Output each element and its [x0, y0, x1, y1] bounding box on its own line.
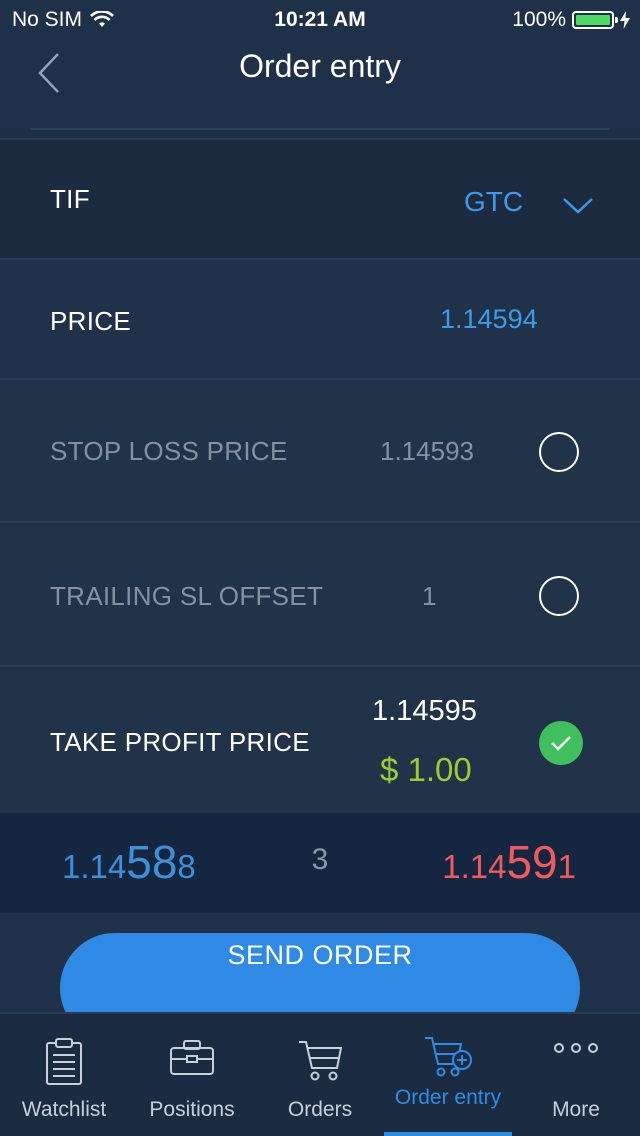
tab-label: Orders: [287, 1098, 353, 1121]
active-tab-indicator: [384, 1132, 512, 1136]
tab-label: Watchlist: [21, 1098, 107, 1121]
status-time: 10:21 AM: [274, 8, 366, 31]
trailing-sl-label: TRAILING SL OFFSET: [50, 581, 324, 611]
tif-row[interactable]: TIF GTC: [0, 138, 640, 260]
cart-add-icon: [425, 1037, 472, 1077]
tif-value[interactable]: GTC: [464, 186, 524, 217]
take-profit-toggle[interactable]: [539, 721, 583, 765]
wifi-icon: [90, 11, 114, 27]
take-profit-label: TAKE PROFIT PRICE: [50, 727, 310, 757]
divider: [30, 128, 610, 130]
send-order-button[interactable]: SEND ORDER: [60, 933, 580, 1013]
ask-big-digits: 59: [506, 836, 558, 888]
ask-suffix: 1: [557, 848, 576, 885]
ask-prefix: 1.14: [442, 848, 507, 885]
chevron-left-icon: [38, 53, 59, 93]
page-title: Order entry: [239, 48, 401, 84]
tab-label: Positions: [149, 1098, 235, 1121]
price-row[interactable]: PRICE 1.14594: [0, 258, 640, 380]
trailing-sl-row[interactable]: TRAILING SL OFFSET 1: [0, 521, 640, 667]
take-profit-row[interactable]: TAKE PROFIT PRICE 1.14595 $ 1.00: [0, 665, 640, 813]
checkmark-icon: [551, 736, 571, 751]
spread-value: 3: [311, 843, 329, 876]
tab-order-entry[interactable]: Order entry: [384, 1014, 512, 1136]
tif-label: TIF: [50, 184, 90, 214]
status-bar: No SIM 10:21 AM 100%: [0, 0, 640, 40]
stop-loss-label: STOP LOSS PRICE: [50, 436, 288, 466]
bid-price[interactable]: 1.14588: [62, 835, 196, 889]
stop-loss-row[interactable]: STOP LOSS PRICE 1.14593: [0, 378, 640, 523]
bid-suffix: 8: [177, 848, 196, 885]
battery-percent: 100%: [512, 8, 566, 31]
charging-icon: [620, 11, 630, 29]
stop-loss-toggle[interactable]: [539, 432, 579, 472]
tab-orders[interactable]: Orders: [256, 1014, 384, 1136]
price-value[interactable]: 1.14594: [440, 304, 538, 334]
bid-prefix: 1.14: [62, 848, 127, 885]
ask-price[interactable]: 1.14591: [442, 835, 576, 889]
tab-bar: Watchlist Positions Orders: [0, 1012, 640, 1136]
trailing-sl-value[interactable]: 1: [422, 581, 437, 611]
nav-bar: Order entry: [0, 40, 640, 128]
tab-label: More: [552, 1098, 600, 1121]
send-order-label: SEND ORDER: [227, 940, 413, 970]
tab-label: Order entry: [394, 1086, 502, 1109]
bid-big-digits: 58: [126, 836, 178, 888]
quote-bar: 1.14588 3 1.14591: [0, 813, 640, 913]
back-button[interactable]: [36, 50, 76, 94]
chevron-down-icon[interactable]: [562, 196, 594, 216]
take-profit-value[interactable]: 1.14595: [372, 695, 477, 727]
battery-icon: [572, 11, 618, 29]
cart-icon: [299, 1041, 343, 1081]
take-profit-amount: $ 1.00: [380, 751, 472, 788]
clipboard-icon: [46, 1038, 82, 1085]
briefcase-icon: [170, 1040, 214, 1075]
status-left: No SIM: [12, 8, 114, 32]
tab-more[interactable]: More: [512, 1014, 640, 1136]
tab-positions[interactable]: Positions: [128, 1014, 256, 1136]
carrier-label: No SIM: [12, 8, 83, 31]
status-right: 100%: [512, 8, 630, 32]
send-area: SEND ORDER: [0, 913, 640, 1013]
stop-loss-value[interactable]: 1.14593: [380, 436, 474, 466]
tab-watchlist[interactable]: Watchlist: [0, 1014, 128, 1136]
more-dots-icon: [554, 1043, 598, 1053]
price-label: PRICE: [50, 306, 131, 336]
trailing-sl-toggle[interactable]: [539, 576, 579, 616]
